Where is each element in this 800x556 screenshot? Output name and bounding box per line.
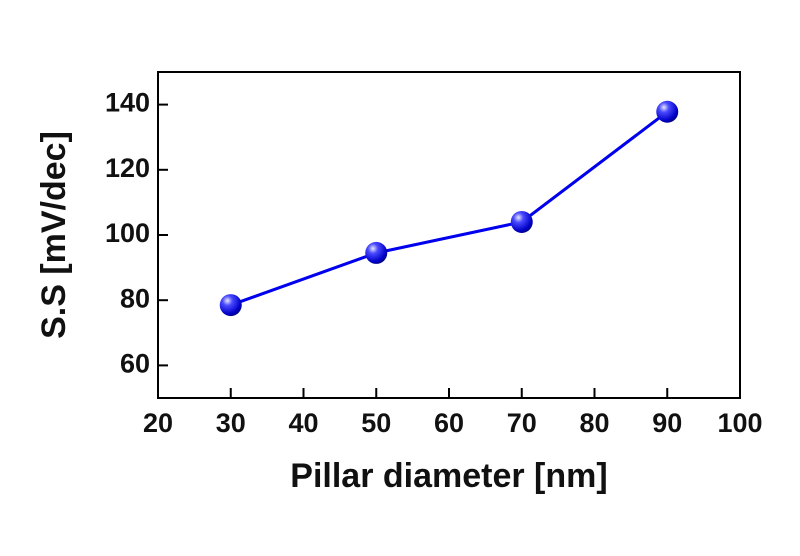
y-tick-label: 120 bbox=[105, 153, 150, 183]
x-tick-label: 70 bbox=[507, 408, 537, 438]
data-point bbox=[656, 100, 679, 123]
x-tick-label: 20 bbox=[143, 408, 173, 438]
y-axis-label: S.S [mV/dec] bbox=[35, 131, 73, 339]
data-point bbox=[219, 294, 242, 317]
x-tick-label: 100 bbox=[717, 408, 762, 438]
plot-frame bbox=[157, 71, 741, 399]
y-tick-label: 140 bbox=[105, 88, 150, 118]
y-tick-label: 60 bbox=[120, 349, 150, 379]
x-tick-label: 50 bbox=[361, 408, 391, 438]
x-tick-label: 60 bbox=[434, 408, 464, 438]
data-point bbox=[510, 210, 533, 233]
y-tick-label: 80 bbox=[120, 283, 150, 313]
x-tick-label: 90 bbox=[652, 408, 682, 438]
series-line bbox=[230, 110, 669, 307]
x-tick-label: 80 bbox=[579, 408, 609, 438]
x-axis-label: Pillar diameter [nm] bbox=[290, 457, 607, 495]
data-point bbox=[365, 241, 388, 264]
x-tick-label: 40 bbox=[288, 408, 318, 438]
y-tick-label: 100 bbox=[105, 218, 150, 248]
x-tick-label: 30 bbox=[216, 408, 246, 438]
